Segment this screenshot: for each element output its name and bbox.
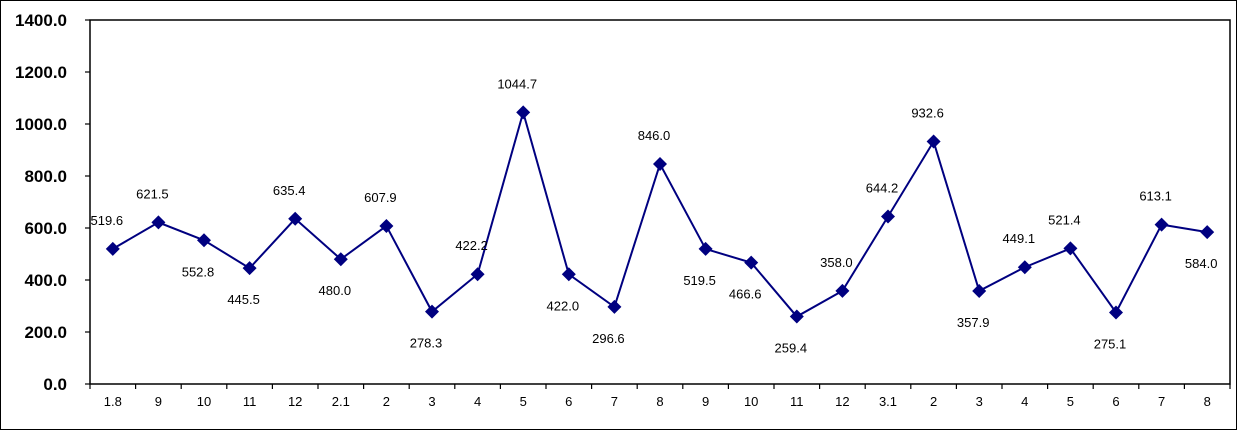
data-point-marker [105, 241, 120, 256]
x-tick-label: 1.8 [104, 394, 122, 409]
x-tick-label: 2.1 [332, 394, 350, 409]
data-label: 358.0 [820, 255, 853, 270]
x-tick-label: 10 [744, 394, 758, 409]
y-tick-label: 400.0 [24, 271, 67, 290]
data-label: 275.1 [1094, 336, 1127, 351]
x-tick-label: 12 [288, 394, 302, 409]
y-tick-label: 800.0 [24, 167, 67, 186]
data-point-marker [881, 209, 895, 224]
data-label: 584.0 [1185, 256, 1218, 271]
y-tick-label: 1000.0 [15, 115, 67, 134]
data-label: 278.3 [410, 336, 443, 351]
data-point-marker [698, 241, 713, 256]
x-tick-label: 7 [611, 394, 618, 409]
data-labels: 519.6 621.5 552.8 445.5 635.4 480.0 607.9 278.3… [91, 76, 1218, 355]
data-point-marker [835, 283, 850, 298]
data-point-marker [1017, 260, 1032, 275]
data-label: 621.5 [136, 186, 169, 201]
data-point-marker [379, 218, 394, 233]
x-axis: 1.8 9 10 11 12 2.1 2 3 4 5 6 7 8 9 10 11 12 3.1 2 3 4 5 6 7 8 [89, 384, 1231, 409]
y-axis: 0.0 200.0 400.0 600.0 800.0 1000.0 1200.0 1400.… [15, 11, 90, 394]
data-label: 846.0 [638, 128, 671, 143]
data-label: 607.9 [364, 190, 397, 205]
y-tick-label: 600.0 [24, 219, 67, 238]
data-label: 422.0 [547, 298, 580, 313]
y-tick-label: 0.0 [43, 375, 67, 394]
data-point-marker [1154, 217, 1169, 232]
x-tick-label: 2 [930, 394, 937, 409]
x-tick-label: 6 [1112, 394, 1119, 409]
data-point-marker [516, 105, 531, 120]
data-point-marker [197, 233, 211, 248]
x-tick-label: 4 [474, 394, 481, 409]
data-label: 932.6 [911, 106, 944, 121]
x-tick-label: 9 [702, 394, 709, 409]
data-label: 296.6 [592, 331, 625, 346]
data-point-marker [972, 283, 987, 298]
data-label: 644.2 [866, 181, 899, 196]
y-tick-label: 1200.0 [15, 63, 67, 82]
x-tick-label: 4 [1021, 394, 1028, 409]
x-tick-label: 9 [155, 394, 162, 409]
data-label: 445.5 [227, 292, 260, 307]
x-tick-label: 3.1 [879, 394, 897, 409]
data-label: 519.5 [683, 273, 716, 288]
x-tick-label: 5 [1067, 394, 1074, 409]
data-label: 259.4 [775, 341, 808, 356]
data-label: 357.9 [957, 315, 990, 330]
y-tick-label: 200.0 [24, 323, 67, 342]
x-tick-label: 8 [1204, 394, 1211, 409]
data-point-marker [1063, 241, 1078, 256]
data-point-marker [288, 211, 303, 226]
data-point-marker [333, 252, 348, 267]
series-layer [105, 105, 1215, 324]
data-label: 613.1 [1139, 189, 1172, 204]
data-label: 449.1 [1003, 231, 1036, 246]
data-point-marker [1200, 225, 1215, 240]
data-label: 635.4 [273, 183, 306, 198]
data-point-marker [744, 255, 759, 270]
data-label: 1044.7 [497, 76, 537, 91]
data-label: 519.6 [91, 213, 124, 228]
x-tick-label: 12 [835, 394, 849, 409]
data-label: 422.2 [455, 238, 488, 253]
x-tick-label: 6 [565, 394, 572, 409]
data-point-marker [561, 267, 576, 282]
data-point-marker [151, 215, 166, 230]
data-point-marker [926, 134, 941, 149]
x-tick-label: 3 [976, 394, 983, 409]
x-tick-label: 10 [197, 394, 211, 409]
data-point-marker [425, 304, 439, 319]
data-point-marker [789, 309, 804, 324]
data-label: 480.0 [319, 283, 352, 298]
x-tick-label: 11 [243, 394, 257, 409]
data-point-marker [653, 157, 667, 172]
x-tick-label: 11 [790, 394, 804, 409]
plot-area [89, 19, 1231, 385]
x-tick-label: 8 [656, 394, 663, 409]
x-tick-label: 3 [428, 394, 435, 409]
data-point-marker [1109, 305, 1123, 320]
data-point-marker [470, 267, 485, 282]
x-tick-label: 7 [1158, 394, 1165, 409]
x-tick-label: 5 [520, 394, 527, 409]
data-label: 466.6 [729, 287, 762, 302]
data-point-marker [242, 261, 257, 276]
x-tick-label: 2 [383, 394, 390, 409]
data-label: 552.8 [182, 264, 215, 279]
data-point-marker [607, 299, 622, 314]
y-tick-label: 1400.0 [15, 11, 67, 30]
data-label: 521.4 [1048, 212, 1081, 227]
